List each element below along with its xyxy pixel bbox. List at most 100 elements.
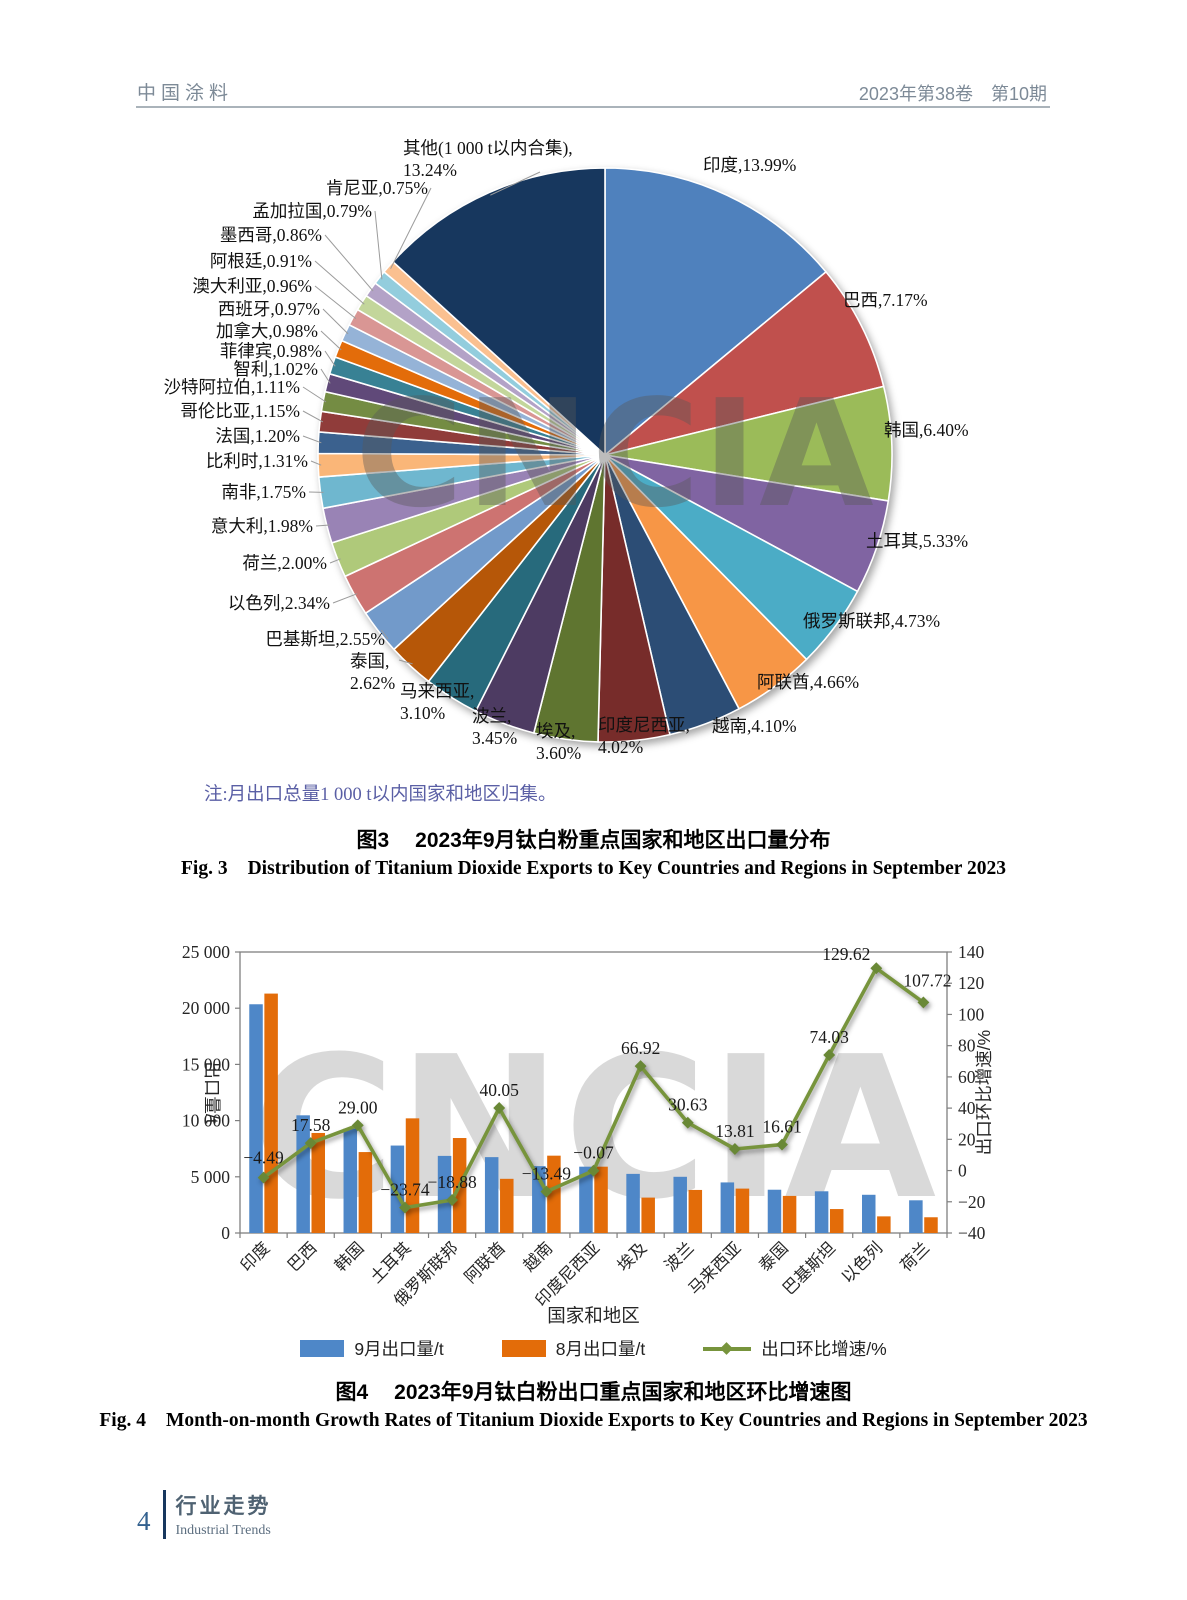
bar-september[interactable] — [484, 1157, 499, 1233]
pie-slice[interactable] — [604, 270, 885, 456]
bar-september[interactable] — [626, 1173, 640, 1233]
growth-data-label: 66.92 — [621, 1038, 660, 1058]
bar-august[interactable] — [782, 1195, 797, 1233]
bar-september[interactable] — [909, 1200, 923, 1233]
pie-slice-label: 意大利,1.98% — [210, 516, 313, 536]
left-axis-tick: 20 000 — [182, 998, 230, 1018]
legend-label-august: 8月出口量/t — [555, 1339, 646, 1359]
pie-slice-label: 马来西亚, 3.10% — [400, 681, 475, 723]
bar-september[interactable] — [720, 1182, 735, 1233]
pie-leader-line — [390, 187, 432, 269]
right-axis-tick: −40 — [958, 1223, 986, 1243]
pie-slice[interactable] — [604, 385, 893, 502]
pie-slice[interactable] — [391, 167, 606, 457]
issue-info: 2023年第38卷 第10期 — [858, 84, 1047, 104]
pie-slice-label: 比利时,1.31% — [205, 451, 308, 471]
bar-august[interactable] — [829, 1209, 844, 1233]
bar-august[interactable] — [735, 1188, 750, 1233]
bar-august[interactable] — [358, 1152, 373, 1233]
fig3-caption-zh-text: 2023年9月钛白粉重点国家和地区出口量分布 — [415, 829, 831, 852]
category-label: 越南 — [519, 1238, 556, 1275]
bar-august[interactable] — [594, 1166, 608, 1233]
bar-september[interactable] — [249, 1004, 263, 1233]
pie-slice-label: 加拿大,0.98% — [215, 321, 318, 341]
right-axis-tick: 20 — [958, 1129, 976, 1149]
bar-september[interactable] — [862, 1194, 876, 1233]
growth-data-label: −4.49 — [243, 1148, 284, 1168]
journal-title: 中国涂料 — [137, 83, 234, 104]
growth-data-label: 74.03 — [809, 1027, 849, 1047]
pie-leader-line — [302, 410, 324, 423]
pie-leader-line — [314, 260, 365, 305]
right-axis-title: 出口环比增速/% — [974, 1030, 994, 1155]
bar-september[interactable] — [343, 1128, 358, 1233]
bar-september[interactable] — [673, 1176, 687, 1233]
pie-slice-label: 俄罗斯联邦,4.73% — [803, 611, 941, 631]
legend-item-growth: 出口环比增速/% — [703, 1336, 887, 1361]
plot-border — [239, 951, 948, 1234]
bar-september[interactable] — [437, 1155, 452, 1233]
category-label: 波兰 — [661, 1238, 698, 1275]
pie-slice-label: 其他(1 000 t以内合集), 13.24% — [403, 138, 573, 180]
fig3-caption-zh-label: 图3 — [356, 829, 390, 852]
pie-leader-line — [320, 330, 342, 351]
bar-september[interactable] — [390, 1145, 405, 1233]
growth-data-label: −0.07 — [573, 1143, 614, 1163]
pie-slice-label: 韩国,6.40% — [884, 420, 969, 440]
legend-label-growth: 出口环比增速/% — [761, 1339, 887, 1359]
right-axis-tick: 40 — [958, 1098, 976, 1118]
fig3-note: 注:月出口总量1 000 t以内国家和地区归集。 — [204, 785, 557, 805]
pie-slice-label: 泰国, 2.62% — [350, 651, 396, 693]
category-label: 阿联酋 — [461, 1238, 509, 1286]
pie-leader-line — [302, 435, 322, 444]
header-rule — [136, 106, 1050, 108]
pie-leader-line — [320, 368, 331, 384]
bar-august[interactable] — [264, 993, 278, 1233]
pie-slice[interactable] — [604, 167, 828, 457]
left-axis-tick: 25 000 — [182, 942, 230, 962]
bar-august[interactable] — [500, 1178, 514, 1233]
pie-slice-label: 印度,13.99% — [703, 155, 797, 175]
pie-slice-label: 法国,1.20% — [215, 426, 300, 446]
bar-august[interactable] — [547, 1155, 561, 1233]
growth-data-label: −18.88 — [427, 1172, 476, 1192]
bar-august[interactable] — [641, 1197, 655, 1233]
pie-leader-line — [310, 460, 322, 466]
legend-item-september: 9月出口量/t — [300, 1336, 444, 1361]
pie-slice-label: 菲律宾,0.98% — [219, 341, 322, 361]
bar-september[interactable] — [767, 1189, 782, 1233]
category-label: 马来西亚 — [685, 1238, 745, 1298]
right-axis-tick: 80 — [958, 1036, 976, 1056]
left-axis-tick: 0 — [221, 1223, 230, 1243]
pie-slice-label: 肯尼亚,0.75% — [325, 178, 428, 198]
right-axis-tick: 140 — [958, 942, 985, 962]
bar-august[interactable] — [405, 1118, 420, 1233]
fig4-caption-en-text: Month-on-month Growth Rates of Titanium … — [165, 1410, 1088, 1431]
bar-august[interactable] — [688, 1189, 703, 1233]
fig4-caption-zh: 图4 2023年9月钛白粉出口重点国家和地区环比增速图 — [0, 1376, 1187, 1406]
pie-slice-label: 西班牙,0.97% — [217, 299, 320, 319]
footer-column-en: Industrial Trends — [175, 1523, 271, 1538]
page-footer: 4 行业走势 Industrial Trends — [137, 1490, 272, 1539]
bar-august[interactable] — [924, 1217, 938, 1233]
pie-leader-line — [332, 593, 358, 604]
pie-slice-label: 越南,4.10% — [712, 716, 797, 736]
fig3-caption-zh: 图3 2023年9月钛白粉重点国家和地区出口量分布 — [0, 824, 1187, 854]
bar-september[interactable] — [814, 1191, 829, 1233]
pie-slice-label: 土耳其,5.33% — [866, 531, 969, 551]
left-axis-tick: 5 000 — [191, 1167, 231, 1187]
fig3-caption-en: Fig. 3 Distribution of Titanium Dioxide E… — [0, 858, 1187, 880]
left-axis-title: 出口量/t — [202, 1061, 222, 1123]
bar-august[interactable] — [877, 1216, 891, 1233]
growth-data-label: 13.81 — [715, 1121, 754, 1141]
pie-slice-label: 智利,1.02% — [233, 359, 318, 379]
pie-leader-line — [374, 210, 383, 280]
bar-august[interactable] — [311, 1132, 326, 1233]
fig4-caption-en: Fig. 4 Month-on-month Growth Rates of Tit… — [0, 1410, 1187, 1432]
right-axis-tick: −20 — [958, 1192, 986, 1212]
pie-slice-label: 哥伦比亚,1.15% — [180, 401, 300, 421]
legend-label-september: 9月出口量/t — [354, 1339, 444, 1359]
bar-september[interactable] — [579, 1166, 593, 1233]
x-axis-title: 国家和地区 — [547, 1305, 640, 1326]
